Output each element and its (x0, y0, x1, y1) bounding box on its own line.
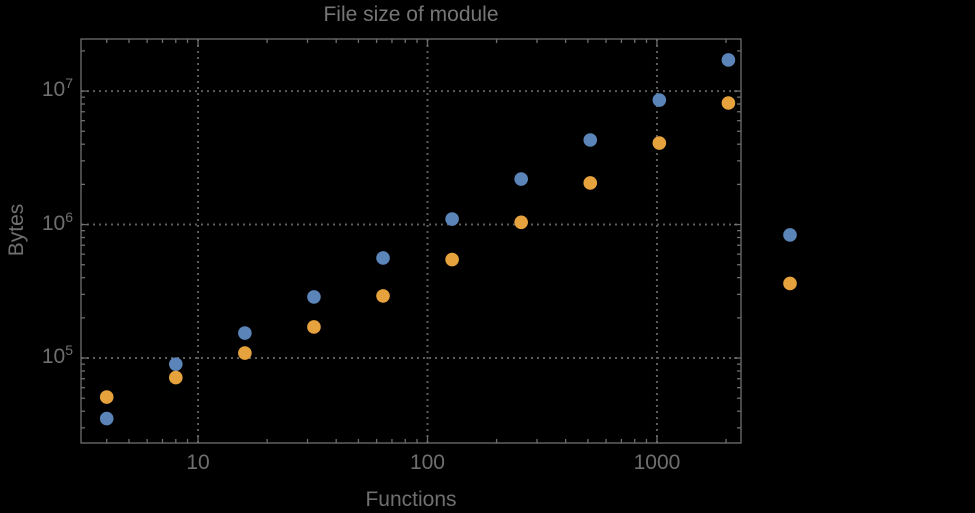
data-point-series-orange (583, 176, 598, 190)
data-point-series-orange (307, 320, 321, 334)
y-tick-label: 107 (41, 75, 73, 102)
plot-frame (80, 38, 742, 444)
x-tick-label: 100 (409, 451, 445, 474)
data-point-series-orange (514, 215, 528, 230)
chart-title: File size of module (323, 3, 499, 26)
data-point-series-blue (783, 228, 797, 242)
data-point-series-blue (168, 357, 183, 371)
data-point-series-orange (721, 96, 736, 110)
y-tick-label: 106 (41, 208, 73, 235)
data-point-series-orange (99, 390, 114, 404)
data-point-series-blue (238, 326, 252, 340)
x-tick-label: 10 (186, 451, 210, 474)
data-point-series-orange (445, 252, 459, 267)
data-point-series-orange (168, 370, 183, 385)
x-tick-label: 1000 (633, 451, 681, 474)
data-point-series-blue (721, 53, 736, 67)
data-point-series-blue (583, 133, 598, 147)
y-tick-label: 105 (41, 342, 73, 369)
data-point-series-blue (445, 212, 459, 226)
data-point-series-orange (783, 276, 797, 291)
x-axis-label: Functions (365, 488, 457, 511)
data-point-series-blue (307, 290, 321, 304)
data-point-series-orange (376, 289, 390, 303)
data-point-series-blue (652, 93, 667, 107)
data-point-series-orange (652, 136, 667, 150)
data-point-series-blue (376, 251, 390, 265)
data-point-series-blue (514, 172, 528, 186)
data-point-series-orange (238, 346, 252, 360)
data-point-series-blue (99, 411, 114, 426)
